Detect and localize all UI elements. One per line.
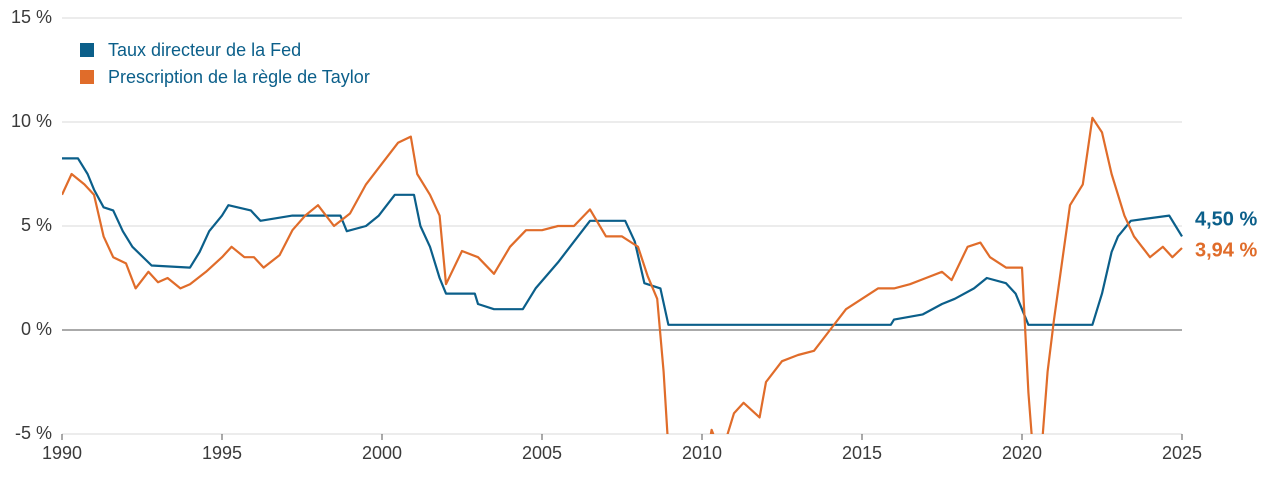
legend-swatch bbox=[80, 43, 94, 57]
x-tick-label: 2010 bbox=[682, 443, 722, 463]
legend-swatch bbox=[80, 70, 94, 84]
x-tick-label: 1995 bbox=[202, 443, 242, 463]
x-tick-label: 1990 bbox=[42, 443, 82, 463]
y-tick-label: 15 % bbox=[11, 7, 52, 27]
x-tick-label: 2025 bbox=[1162, 443, 1202, 463]
legend-label: Taux directeur de la Fed bbox=[108, 40, 301, 60]
series-line bbox=[62, 116, 1183, 434]
legend-label: Prescription de la règle de Taylor bbox=[108, 67, 370, 87]
y-tick-label: 0 % bbox=[21, 319, 52, 339]
y-tick-label: -5 % bbox=[15, 423, 52, 443]
series-line bbox=[62, 157, 1183, 326]
x-tick-label: 2005 bbox=[522, 443, 562, 463]
plot-area bbox=[62, 116, 1183, 434]
end-label: 4,50 % bbox=[1195, 208, 1257, 230]
x-tick-label: 2000 bbox=[362, 443, 402, 463]
y-tick-label: 10 % bbox=[11, 111, 52, 131]
y-tick-label: 5 % bbox=[21, 215, 52, 235]
end-label: 3,94 % bbox=[1195, 239, 1257, 261]
x-tick-label: 2015 bbox=[842, 443, 882, 463]
x-tick-label: 2020 bbox=[1002, 443, 1042, 463]
